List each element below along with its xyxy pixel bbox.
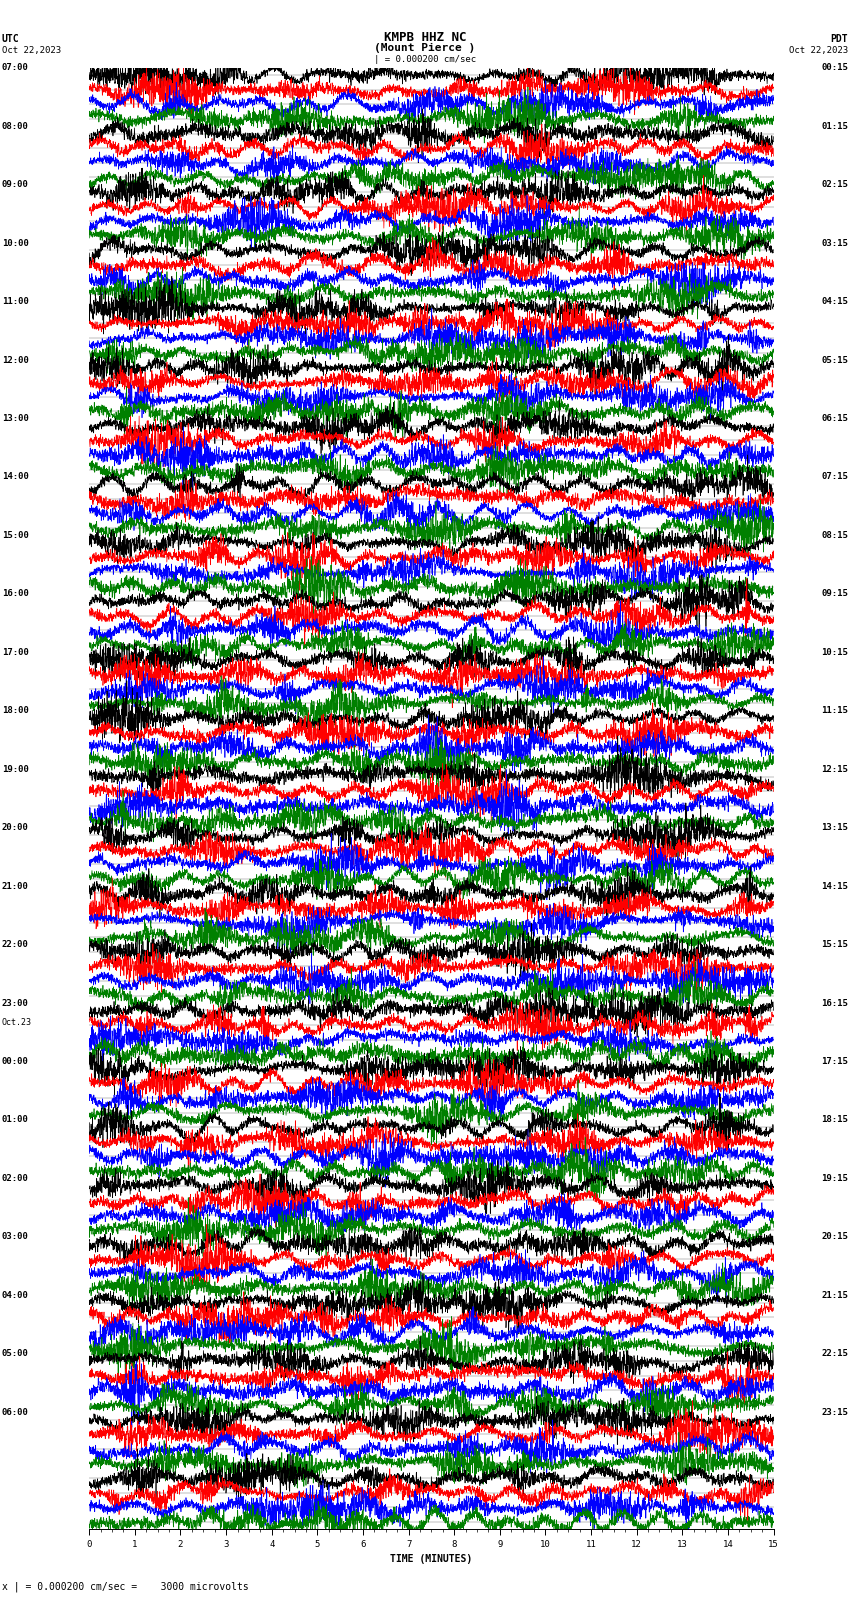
Text: 15:00: 15:00 (2, 531, 29, 540)
Text: | = 0.000200 cm/sec: | = 0.000200 cm/sec (374, 55, 476, 65)
Text: 14:15: 14:15 (821, 882, 848, 890)
Text: 00:15: 00:15 (821, 63, 848, 73)
Text: 06:15: 06:15 (821, 415, 848, 423)
Text: 23:15: 23:15 (821, 1408, 848, 1416)
Text: KMPB HHZ NC: KMPB HHZ NC (383, 31, 467, 44)
Text: 16:15: 16:15 (821, 998, 848, 1008)
Text: 23:00: 23:00 (2, 998, 29, 1008)
Text: 21:00: 21:00 (2, 882, 29, 890)
Text: 07:00: 07:00 (2, 63, 29, 73)
Text: 00:00: 00:00 (2, 1057, 29, 1066)
Text: Oct 22,2023: Oct 22,2023 (2, 45, 61, 55)
Text: 14:00: 14:00 (2, 473, 29, 481)
Text: (Mount Pierce ): (Mount Pierce ) (374, 44, 476, 53)
Text: 08:15: 08:15 (821, 531, 848, 540)
Text: 07:15: 07:15 (821, 473, 848, 481)
Text: 11:00: 11:00 (2, 297, 29, 306)
Text: 05:15: 05:15 (821, 355, 848, 365)
Text: 18:15: 18:15 (821, 1116, 848, 1124)
Text: 18:00: 18:00 (2, 706, 29, 715)
Text: x | = 0.000200 cm/sec =    3000 microvolts: x | = 0.000200 cm/sec = 3000 microvolts (2, 1582, 248, 1592)
Text: 06:00: 06:00 (2, 1408, 29, 1416)
Text: UTC: UTC (2, 34, 20, 44)
Text: 13:00: 13:00 (2, 415, 29, 423)
Text: 08:00: 08:00 (2, 121, 29, 131)
Text: 17:00: 17:00 (2, 648, 29, 656)
Text: 04:15: 04:15 (821, 297, 848, 306)
Text: 01:00: 01:00 (2, 1116, 29, 1124)
Text: 10:00: 10:00 (2, 239, 29, 248)
Text: 12:15: 12:15 (821, 765, 848, 774)
Text: Oct.23: Oct.23 (2, 1018, 31, 1027)
Text: 12:00: 12:00 (2, 355, 29, 365)
Text: 09:00: 09:00 (2, 181, 29, 189)
Text: 03:00: 03:00 (2, 1232, 29, 1242)
Text: 19:15: 19:15 (821, 1174, 848, 1182)
Text: 19:00: 19:00 (2, 765, 29, 774)
Text: 20:15: 20:15 (821, 1232, 848, 1242)
Text: 05:00: 05:00 (2, 1348, 29, 1358)
Text: PDT: PDT (830, 34, 848, 44)
Text: 11:15: 11:15 (821, 706, 848, 715)
Text: 02:15: 02:15 (821, 181, 848, 189)
Text: 09:15: 09:15 (821, 589, 848, 598)
Text: 10:15: 10:15 (821, 648, 848, 656)
X-axis label: TIME (MINUTES): TIME (MINUTES) (390, 1553, 473, 1565)
Text: 21:15: 21:15 (821, 1290, 848, 1300)
Text: 20:00: 20:00 (2, 823, 29, 832)
Text: 04:00: 04:00 (2, 1290, 29, 1300)
Text: 22:15: 22:15 (821, 1348, 848, 1358)
Text: 13:15: 13:15 (821, 823, 848, 832)
Text: 17:15: 17:15 (821, 1057, 848, 1066)
Text: 22:00: 22:00 (2, 940, 29, 948)
Text: 01:15: 01:15 (821, 121, 848, 131)
Text: Oct 22,2023: Oct 22,2023 (789, 45, 848, 55)
Text: 16:00: 16:00 (2, 589, 29, 598)
Text: 15:15: 15:15 (821, 940, 848, 948)
Text: 02:00: 02:00 (2, 1174, 29, 1182)
Text: 03:15: 03:15 (821, 239, 848, 248)
